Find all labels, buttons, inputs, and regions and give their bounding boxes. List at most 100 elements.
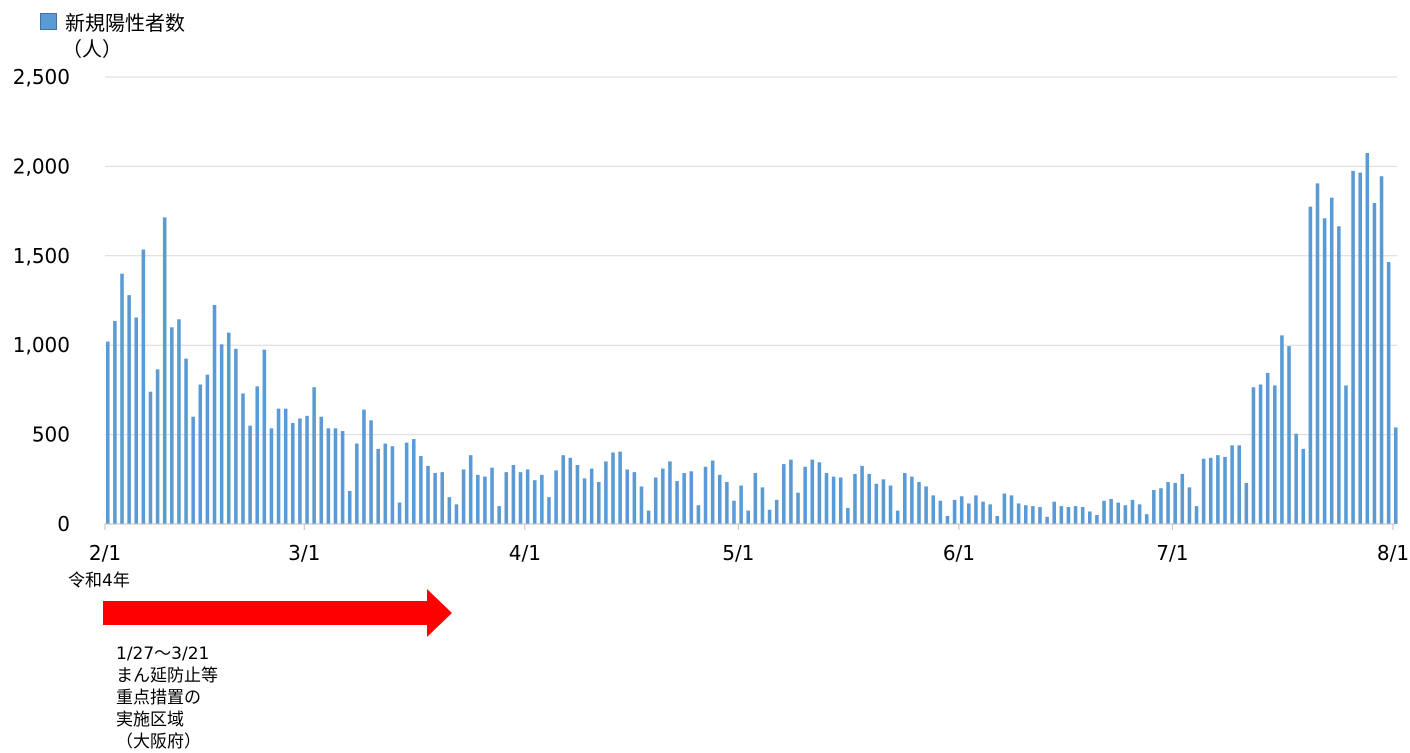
bar [803,466,807,524]
y-tick-label: 500 [32,423,70,447]
bar [1379,176,1384,525]
bar [746,510,750,524]
bar [518,472,523,524]
bar [433,473,437,524]
bar [1137,504,1142,524]
bar [1123,505,1128,524]
bar [774,499,779,524]
bar [454,504,459,524]
bar [1294,433,1298,524]
bar [967,503,971,524]
bar [1201,458,1206,524]
bar [1159,488,1163,524]
bar [1038,507,1042,524]
arrow-shape [103,589,452,637]
bar [262,349,267,524]
bar [312,387,316,524]
bar [134,317,139,524]
bar [1337,226,1341,525]
bar [1358,172,1362,524]
bar [917,481,921,524]
legend: 新規陽性者数 [40,7,185,36]
bar [782,464,786,524]
bar [362,409,366,524]
bar [283,408,288,524]
bar [902,473,907,524]
bar [468,455,473,524]
x-axis: 2/1 3/1 4/1 5/1 6/1 7/1 8/1 [89,523,1409,565]
bar [1244,482,1249,524]
bar [191,416,195,524]
bar [1194,506,1199,524]
bar [888,485,893,524]
bar [113,321,117,524]
bar [319,416,324,524]
bar [1095,515,1099,524]
bar [568,457,573,524]
y-axis-ticks: 0 500 1,000 1,500 2,000 2,500 [13,65,70,536]
gridlines [105,76,1397,436]
bar [369,420,373,524]
bar [860,465,864,524]
bar [945,515,950,524]
bar [1216,455,1220,524]
bar [120,273,124,524]
bar [974,495,978,524]
bar [1208,457,1213,524]
bar [1386,262,1391,524]
y-tick-label: 1,500 [13,244,70,268]
bar [1230,445,1234,524]
bar [760,487,765,524]
bar [589,468,594,524]
bar [1016,503,1021,524]
bar [248,425,252,524]
bar [1344,385,1348,524]
bar [604,461,608,524]
legend-label: 新規陽性者数 [65,11,185,35]
bar [490,467,494,524]
bar [476,474,480,524]
bar [874,483,879,524]
x-tick-label: 7/1 [1156,541,1188,565]
bar-series [106,152,1398,525]
bar [853,473,857,524]
x-tick-label: 6/1 [943,541,975,565]
bar [1066,507,1071,524]
bar [625,469,630,524]
bar [483,476,487,524]
bar [291,422,295,524]
bar [796,492,800,524]
period-line: 実施区域 [116,710,184,730]
bar [959,496,964,524]
era-label: 令和4年 [68,571,130,591]
bar [1009,495,1014,524]
bar [618,451,622,524]
bar [895,510,900,524]
bar [383,443,388,524]
bar [639,486,644,524]
bar [824,473,829,524]
bar [1059,506,1064,524]
bar [226,332,231,524]
bar [1102,500,1106,524]
bar [767,509,772,524]
bar [931,495,936,524]
bar [988,504,992,524]
bar [981,501,985,524]
bar [725,481,729,524]
bar [255,386,259,524]
bar [653,477,658,524]
bar [646,510,651,524]
bar [241,393,245,524]
bar [910,476,914,524]
bar [1002,493,1007,524]
bar [347,490,352,524]
bar [1351,170,1355,524]
bar [1166,481,1170,524]
bar [632,472,637,524]
bar [1130,499,1135,524]
bar [1308,206,1313,524]
period-line: まん延防止等 [116,666,218,686]
bar [689,471,694,524]
bar [597,481,601,524]
